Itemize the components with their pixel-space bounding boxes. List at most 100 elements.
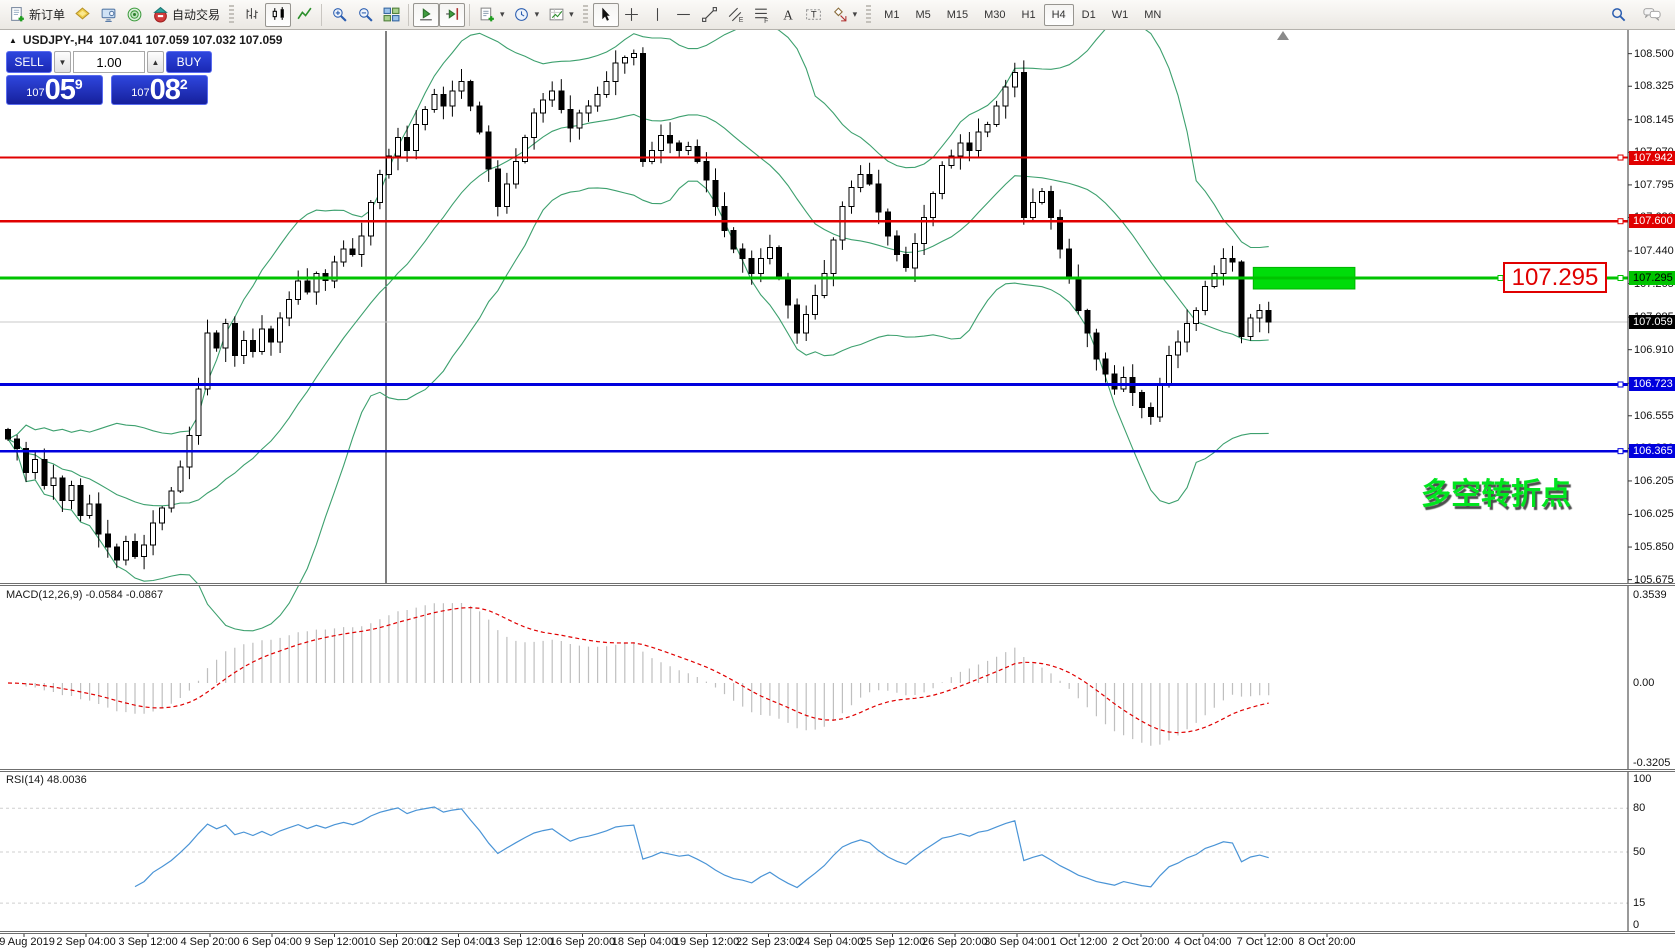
dropdown-caret-icon[interactable]: ▾ bbox=[534, 9, 540, 19]
cursor-button[interactable] bbox=[592, 2, 619, 27]
horizontal-line-tool-button[interactable] bbox=[671, 3, 697, 27]
bull-candle bbox=[993, 105, 1000, 125]
buy-price-button[interactable]: 107 08 2 bbox=[111, 75, 208, 105]
crosshair-button[interactable] bbox=[619, 3, 645, 27]
text-tool-button[interactable]: A bbox=[775, 3, 801, 27]
timeframe-w1-button[interactable]: W1 bbox=[1111, 8, 1129, 21]
chart-shift-button[interactable] bbox=[439, 2, 466, 27]
rsi-axis-label: 80 bbox=[1633, 802, 1646, 815]
zoom-in-button[interactable] bbox=[326, 3, 352, 27]
sell-button[interactable]: SELL bbox=[6, 51, 52, 73]
dropdown-caret-icon[interactable]: ▾ bbox=[500, 9, 505, 19]
market-watch-button[interactable] bbox=[95, 3, 121, 27]
arrows-tool-button[interactable]: ▾ bbox=[827, 3, 862, 27]
volume-input[interactable] bbox=[73, 51, 145, 73]
bear-candle bbox=[485, 131, 492, 170]
bear-candle bbox=[748, 258, 755, 274]
bear-candle bbox=[1111, 373, 1118, 390]
bear-candle bbox=[1093, 332, 1100, 360]
collapse-icon[interactable]: ▲ bbox=[9, 35, 17, 45]
zoom-out-button[interactable] bbox=[352, 3, 378, 27]
macd-histogram bbox=[16, 603, 1270, 746]
search-button[interactable] bbox=[1605, 3, 1631, 27]
rsi-axis-label: 100 bbox=[1633, 773, 1652, 785]
line-anchor[interactable] bbox=[1617, 154, 1624, 161]
periods-button[interactable]: ▾ bbox=[509, 3, 544, 27]
bull-candle bbox=[930, 192, 937, 219]
price-tag-107295[interactable]: 107.295 bbox=[1503, 262, 1607, 293]
turning-point-annotation[interactable]: 多空转折点 bbox=[1421, 478, 1571, 511]
rsi-pane-separator[interactable] bbox=[0, 769, 1675, 772]
buy-button[interactable]: BUY bbox=[166, 51, 212, 73]
bear-candle bbox=[476, 105, 483, 133]
line-anchor[interactable] bbox=[1617, 381, 1624, 388]
signals-button[interactable] bbox=[121, 3, 147, 27]
bear-candle bbox=[467, 81, 474, 107]
chat-button[interactable] bbox=[1639, 3, 1665, 27]
new-order-icon bbox=[8, 6, 26, 24]
macd-pane-separator[interactable] bbox=[0, 583, 1675, 586]
bull-candle bbox=[1011, 71, 1018, 88]
sell-price-button[interactable]: 107 05 9 bbox=[6, 75, 103, 105]
price-tick: 106.555 bbox=[1634, 409, 1674, 422]
candle-chart-button[interactable] bbox=[265, 2, 292, 27]
timeframe-m1-button[interactable]: M1 bbox=[884, 8, 900, 21]
bar-chart-button[interactable] bbox=[239, 3, 265, 27]
price-tick: 107.795 bbox=[1634, 178, 1674, 191]
time-label: 13 Sep 12:00 bbox=[487, 936, 554, 948]
bull-candle bbox=[1202, 285, 1209, 312]
vertical-line-tool-button[interactable] bbox=[645, 3, 671, 27]
toolbar-separator bbox=[469, 3, 471, 26]
bear-candle bbox=[41, 459, 48, 487]
line-chart-button[interactable] bbox=[291, 3, 317, 27]
time-label: 19 Sep 12:00 bbox=[673, 936, 740, 948]
bear-candle bbox=[676, 142, 683, 151]
text-icon: A bbox=[779, 6, 797, 24]
bear-candle bbox=[95, 503, 102, 535]
bear-candle bbox=[104, 533, 111, 548]
chart-shift-marker-icon[interactable] bbox=[1277, 31, 1289, 40]
price-badge: 106.365 bbox=[1629, 444, 1675, 459]
timeframe-h1-button[interactable]: H1 bbox=[1021, 8, 1036, 21]
timeframe-m5-button[interactable]: M5 bbox=[915, 8, 931, 21]
sell-price-prefix: 107 bbox=[26, 87, 45, 99]
fibonacci-button[interactable]: F bbox=[749, 3, 775, 27]
dropdown-caret-icon[interactable]: ▾ bbox=[852, 9, 858, 19]
indicators-button[interactable]: ▾ bbox=[474, 3, 509, 27]
trendline-tool-button[interactable] bbox=[697, 3, 723, 27]
tile-windows-button[interactable] bbox=[378, 3, 404, 27]
profiles-button[interactable] bbox=[69, 3, 95, 27]
price-badge: 107.600 bbox=[1629, 214, 1675, 229]
time-label: 9 Sep 12:00 bbox=[304, 936, 364, 948]
bear-candle bbox=[1075, 276, 1082, 312]
equidistant-channel-button[interactable]: E bbox=[723, 3, 749, 27]
line-anchor[interactable] bbox=[1617, 218, 1624, 225]
timeframe-mn-button[interactable]: MN bbox=[1144, 8, 1162, 21]
timeframe-d1-button[interactable]: D1 bbox=[1081, 8, 1096, 21]
price-tick: 106.025 bbox=[1634, 508, 1674, 521]
timeframe-m15-button[interactable]: M15 bbox=[946, 8, 969, 21]
time-label: 25 Sep 12:00 bbox=[859, 936, 926, 948]
timeframe-h4-button[interactable]: H4 bbox=[1043, 3, 1074, 26]
volume-decrease-button[interactable]: ▼ bbox=[54, 51, 71, 73]
text-label-tool-button[interactable]: T bbox=[801, 3, 827, 27]
bear-candle bbox=[893, 235, 900, 256]
line-anchor[interactable] bbox=[1617, 275, 1624, 281]
timeframe-m30-button[interactable]: M30 bbox=[984, 8, 1006, 21]
bull-candle bbox=[122, 541, 129, 561]
bull-candle bbox=[939, 164, 946, 194]
channel-icon: E bbox=[727, 6, 745, 24]
templates-button[interactable]: ▾ bbox=[543, 3, 578, 27]
bear-candle bbox=[866, 174, 873, 185]
bull-candle bbox=[204, 332, 211, 390]
auto-scroll-button[interactable] bbox=[413, 2, 440, 27]
bull-candle bbox=[367, 202, 374, 237]
price-tick: 105.850 bbox=[1634, 541, 1674, 554]
autotrading-button[interactable]: 自动交易 bbox=[147, 3, 224, 27]
new-order-button[interactable]: 新订单 bbox=[4, 3, 69, 27]
bear-candle bbox=[304, 280, 311, 293]
price-tick: 108.500 bbox=[1634, 47, 1674, 60]
volume-increase-button[interactable]: ▲ bbox=[147, 51, 164, 73]
line-anchor[interactable] bbox=[1617, 448, 1624, 455]
dropdown-caret-icon[interactable]: ▾ bbox=[569, 9, 574, 19]
